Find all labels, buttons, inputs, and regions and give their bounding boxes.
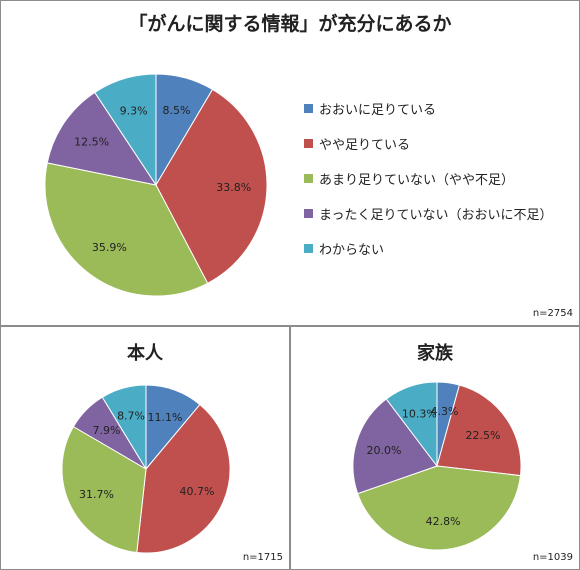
slice-value-label: 9.3% (120, 105, 148, 118)
pie-slice (61, 425, 147, 554)
sample-size-label: n=1039 (532, 552, 573, 563)
chart-title: 「がんに関する情報」が充分にあるか (128, 13, 452, 35)
pie-slice (436, 384, 522, 477)
pie-slice (44, 162, 209, 297)
sample-size-label: n=1715 (242, 552, 283, 563)
pie-slice (155, 88, 268, 284)
slice-value-label: 20.0% (366, 444, 401, 457)
slice-value-label: 8.7% (117, 410, 145, 423)
legend-label: わからない (319, 243, 385, 258)
legend-item: わからない (304, 231, 552, 266)
pie-slice (101, 384, 147, 471)
slice-value-label: 10.3% (402, 407, 437, 420)
self-chart-panel: 本人 11.1% 40.7% 31.7% 7.9% 8.7% n=1715 (0, 326, 290, 570)
slice-value-label: 4.3% (430, 405, 458, 418)
legend-swatch (304, 104, 313, 113)
legend-item: おおいに足りている (304, 91, 552, 126)
slice-value-label: 42.8% (426, 515, 461, 528)
pie-slice (352, 398, 438, 495)
legend-label: あまり足りていない（やや不足） (319, 173, 515, 188)
legend-label: まったく足りていない（おおいに不足） (319, 208, 553, 223)
slice-value-label: 12.5% (74, 136, 109, 149)
main-chart-panel: 「がんに関する情報」が充分にあるか 8.5% 33.8% 35.9% 12.5% 9.3… (0, 0, 580, 326)
legend-item: まったく足りていない（おおいに不足） (304, 196, 552, 231)
pie-slice (136, 403, 231, 554)
slice-value-label: 11.1% (147, 411, 182, 424)
family-chart-panel: 家族 4.3% 22.5% 42.8% 20.0% 10.3% n=1039 (290, 326, 580, 570)
pie-slice (385, 381, 438, 468)
legend: おおいに足りている やや足りている あまり足りていない（やや不足） まったく足り… (304, 91, 552, 266)
slice-value-label: 33.8% (216, 181, 251, 194)
slice-value-label: 8.5% (163, 104, 191, 117)
legend-item: あまり足りていない（やや不足） (304, 161, 552, 196)
pie-slice (94, 73, 157, 187)
slice-value-label: 35.9% (92, 241, 127, 254)
chart-title: 本人 (127, 343, 163, 364)
sample-size-label: n=2754 (532, 308, 573, 319)
slice-value-label: 22.5% (466, 429, 501, 442)
pie-slice (46, 91, 158, 186)
legend-swatch (304, 174, 313, 183)
family-pie-chart: 4.3% 22.5% 42.8% 20.0% 10.3% (352, 381, 522, 551)
main-pie-chart: 8.5% 33.8% 35.9% 12.5% 9.3% (44, 73, 268, 297)
legend-swatch (304, 244, 313, 253)
self-pie-chart: 11.1% 40.7% 31.7% 7.9%8.7% (61, 384, 231, 554)
legend-swatch (304, 139, 313, 148)
legend-swatch (304, 209, 313, 218)
pie-slice (357, 465, 522, 551)
slice-value-label: 40.7% (180, 485, 215, 498)
legend-label: やや足りている (319, 138, 411, 153)
legend-label: おおいに足りている (319, 103, 437, 118)
chart-title: 家族 (417, 343, 453, 364)
slice-value-label: 7.9% (92, 424, 120, 437)
legend-item: やや足りている (304, 126, 552, 161)
slice-value-label: 31.7% (79, 488, 114, 501)
